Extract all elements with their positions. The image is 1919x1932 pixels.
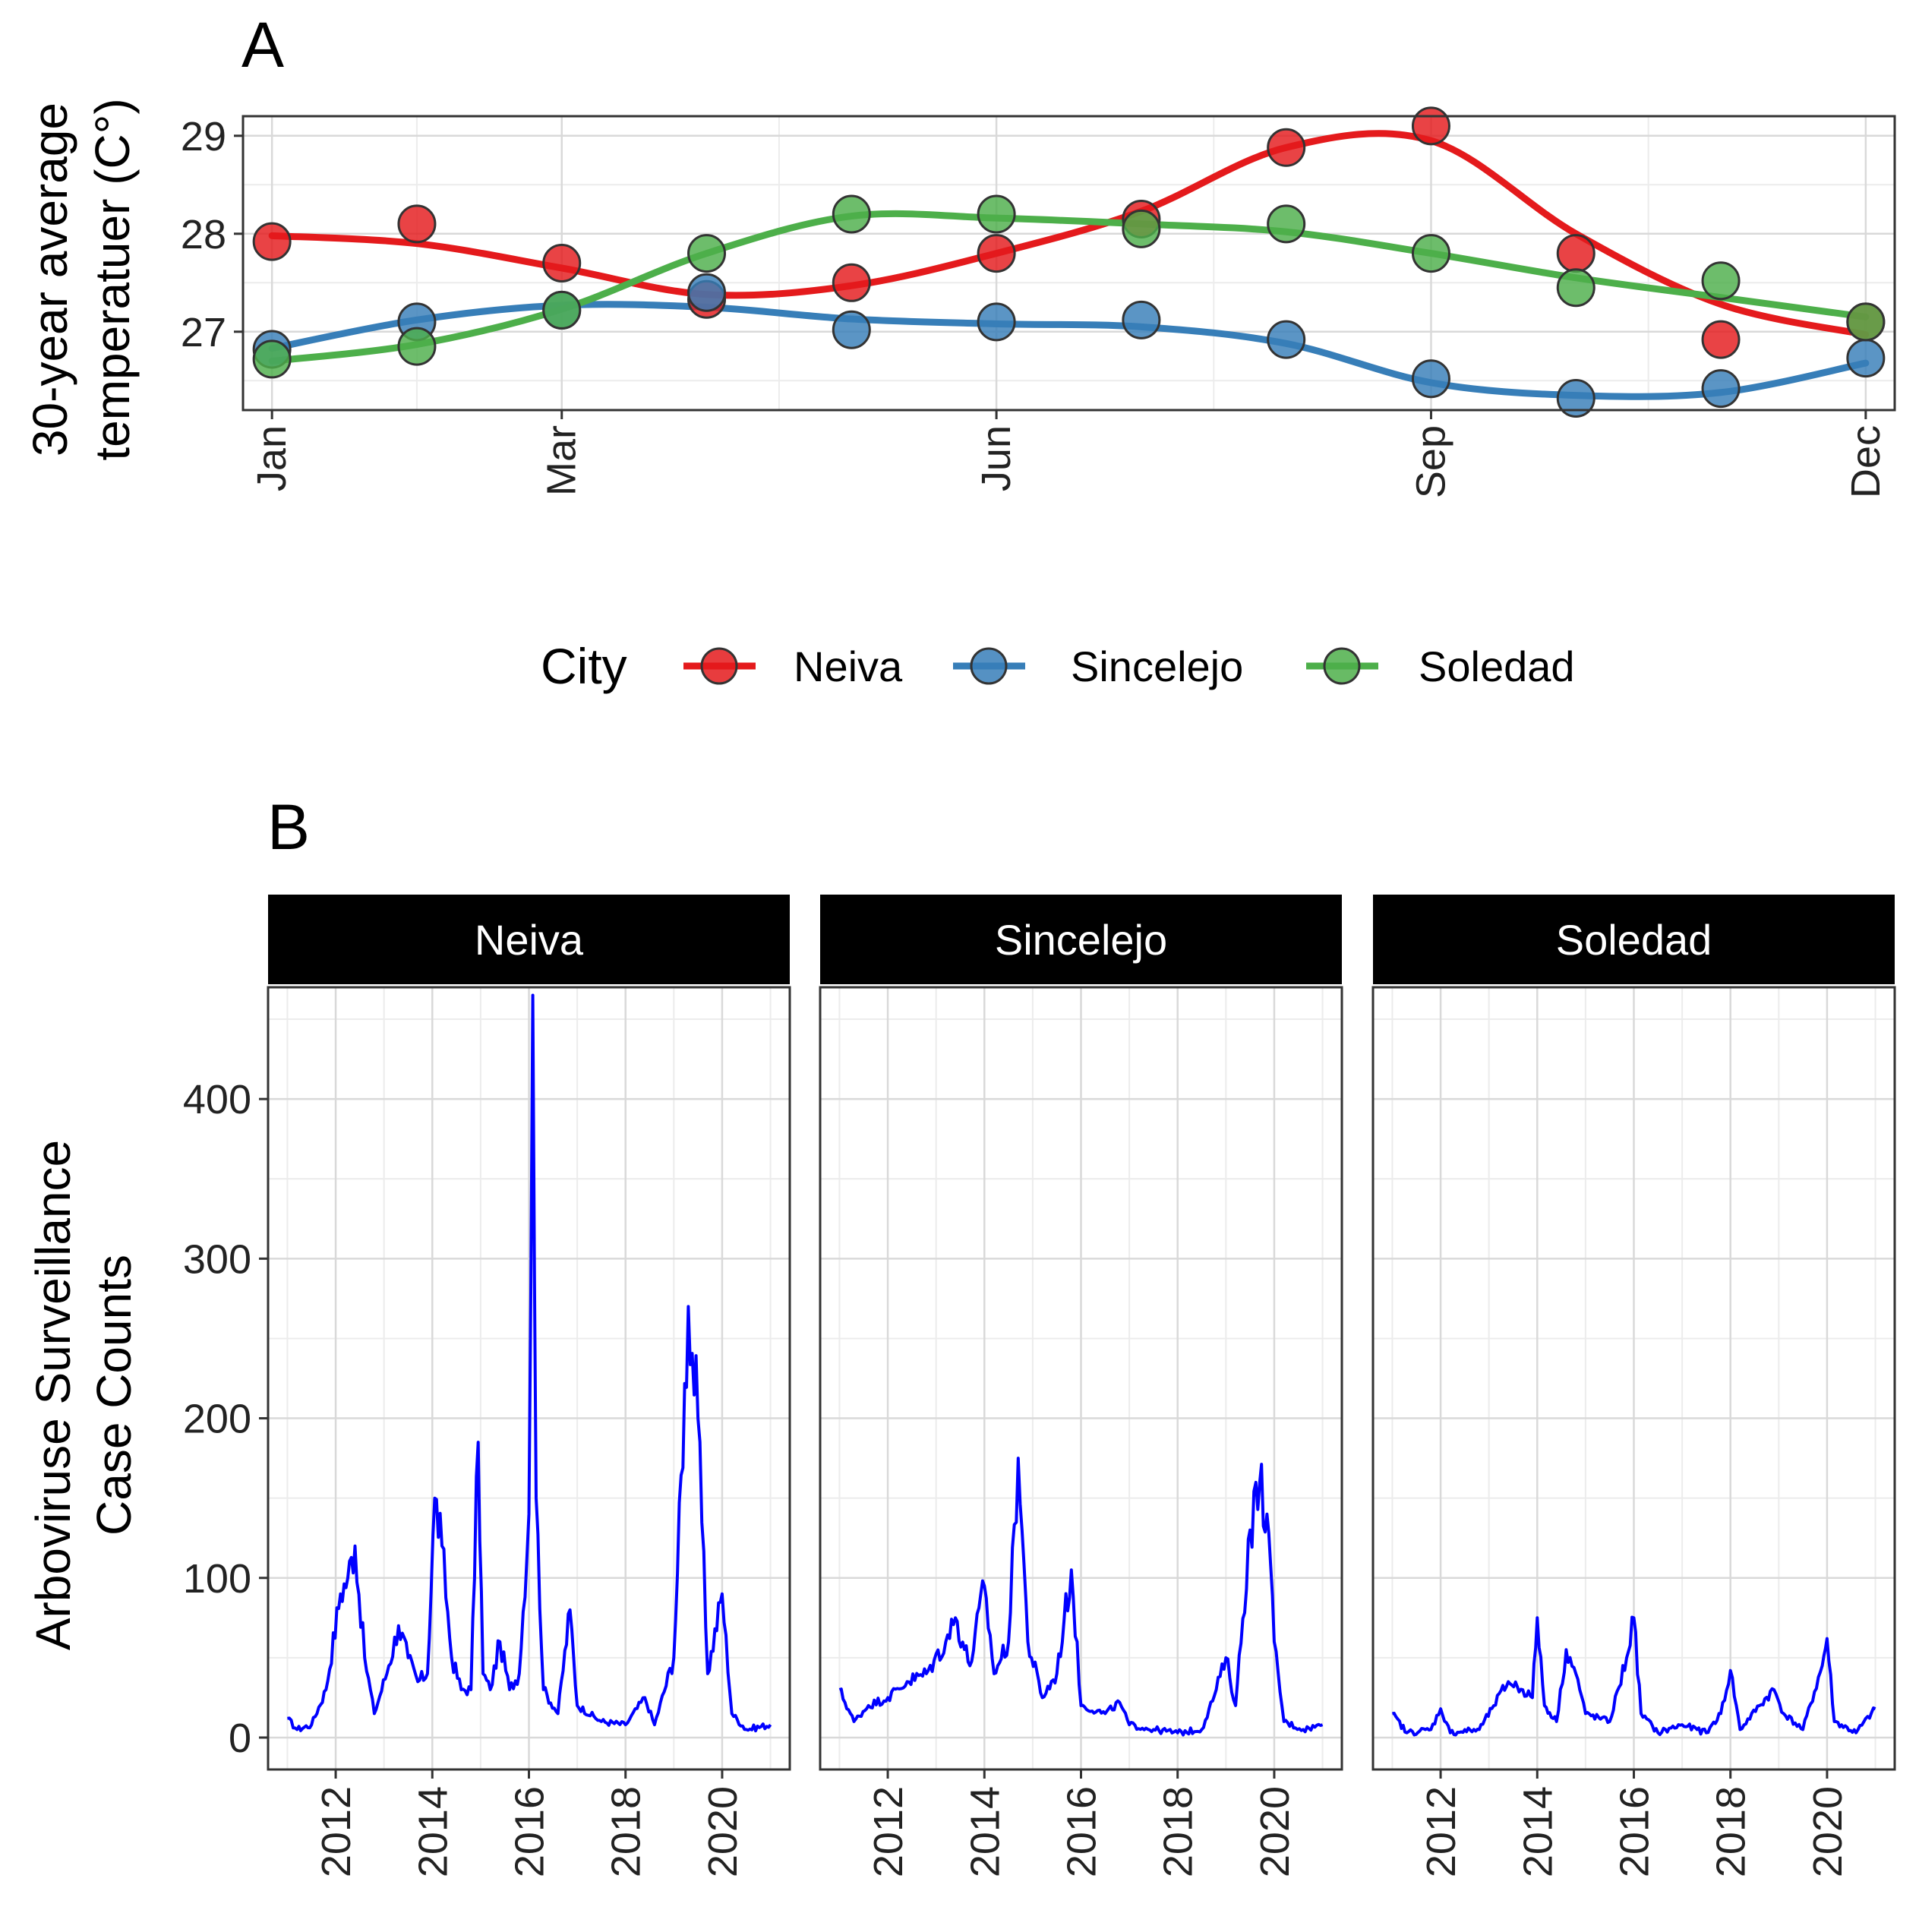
point-neiva-6 (977, 234, 1016, 273)
facet-strip-label-neiva: Neiva (475, 916, 584, 964)
facet-strip-label-soledad: Soledad (1556, 916, 1712, 964)
panel-a-y-ticks: 27 28 29 (181, 114, 243, 355)
case-line-neiva (287, 993, 772, 1733)
facet-xtick-label: 2016 (507, 1786, 553, 1877)
panel-a-ylabel-line1: 30-year average (23, 103, 77, 456)
facet-strip-sincelejo (820, 895, 1342, 984)
facet-xtick-label: 2020 (1252, 1786, 1298, 1877)
panel-a-ylabel-line2: temperatuer (C°) (85, 98, 140, 460)
facet-xtick-label: 2014 (962, 1786, 1008, 1877)
point-neiva-2 (397, 204, 437, 244)
case-line-soledad (1391, 1615, 1876, 1737)
point-soledad-8 (1267, 204, 1306, 244)
panel-b-tag: B (267, 791, 310, 863)
facet-xtick-label: 2016 (1059, 1786, 1105, 1877)
legend-label-soledad: Soledad (1419, 642, 1575, 690)
legend-label-neiva: Neiva (794, 642, 903, 690)
point-soledad-12 (1846, 302, 1886, 342)
point-soledad-4 (687, 234, 727, 273)
panel-b-ytick-label: 200 (183, 1397, 251, 1442)
point-soledad-3 (542, 290, 582, 330)
panel-b-ytick-label: 400 (183, 1077, 251, 1122)
point-soledad-7 (1122, 209, 1161, 248)
facet-xtick-label: 2018 (604, 1786, 649, 1877)
facet-strip-neiva (268, 895, 790, 984)
panel-a: A 30-year average temperatuer (C°) 27282… (23, 9, 1896, 498)
point-neiva-8 (1267, 128, 1306, 167)
legend: City Neiva Sincelejo Soledad (541, 638, 1575, 694)
point-sincelejo-9 (1411, 359, 1450, 399)
legend-key-soledad (1306, 647, 1378, 685)
panel-a-tag: A (241, 9, 284, 80)
point-sincelejo-6 (977, 302, 1016, 342)
panel-a-xtick-label: Jun (974, 425, 1019, 491)
facet-xtick-label: 2014 (410, 1786, 456, 1877)
point-neiva-1 (252, 222, 292, 261)
point-soledad-9 (1411, 234, 1450, 273)
panel-a-points (252, 106, 1886, 418)
facet-strip-soledad (1373, 895, 1895, 984)
point-soledad-2 (397, 327, 437, 366)
point-soledad-11 (1701, 261, 1741, 301)
point-soledad-6 (977, 194, 1016, 234)
point-sincelejo-10 (1556, 379, 1595, 418)
panel-a-xtick-label: Sep (1408, 425, 1453, 498)
panel-a-xtick-label: Mar (539, 425, 585, 496)
facet-xtick-label: 2012 (1419, 1786, 1464, 1877)
legend-key-sincelejo (953, 647, 1025, 685)
panel-b-ylabel-line2: Case Counts (87, 1255, 141, 1536)
point-neiva-3 (542, 244, 582, 283)
panel-b-facets: Neiva 2012 2014 2016 2018 2020 Sincelejo 2012 20… (267, 895, 1896, 1877)
panel-a-xtick-label: Dec (1843, 425, 1889, 498)
facet-strip-label-sincelejo: Sincelejo (995, 916, 1167, 964)
facet-neiva: Neiva 2012 2014 2016 2018 2020 (267, 895, 791, 1877)
facet-xtick-label: 2020 (1805, 1786, 1851, 1877)
facet-xtick-label: 2018 (1156, 1786, 1201, 1877)
facet-xtick-label: 2016 (1612, 1786, 1658, 1877)
point-soledad-10 (1556, 268, 1595, 308)
point-sincelejo-7 (1122, 300, 1161, 339)
point-sincelejo-5 (832, 310, 871, 349)
facet-xtick-label: 2020 (700, 1786, 746, 1877)
point-soledad-1 (252, 339, 292, 379)
panel-b-ytick-label: 0 (229, 1716, 251, 1761)
point-neiva-5 (832, 263, 871, 302)
facet-xtick-label: 2012 (314, 1786, 359, 1877)
legend-label-sincelejo: Sincelejo (1071, 642, 1243, 690)
point-sincelejo-12 (1846, 339, 1886, 378)
case-line-sincelejo (838, 1457, 1324, 1737)
panel-a-background (243, 116, 1895, 410)
panel-a-frame (241, 115, 1896, 412)
point-neiva-10 (1556, 234, 1595, 273)
point-neiva-9 (1411, 106, 1450, 146)
legend-key-neiva (683, 647, 756, 685)
legend-title: City (541, 638, 627, 694)
panel-a-xtick-label: Jan (249, 425, 295, 491)
panel-a-ytick-label: 27 (181, 310, 226, 355)
panel-b-y-ticks: 0 100 200 300 400 (183, 1077, 268, 1761)
point-sincelejo-4 (687, 273, 727, 312)
facet-xtick-label: 2012 (866, 1786, 911, 1877)
panel-b-ytick-label: 300 (183, 1236, 251, 1282)
point-soledad-5 (832, 194, 871, 234)
point-sincelejo-8 (1267, 320, 1306, 359)
panel-a-ytick-label: 28 (181, 212, 226, 257)
panel-a-grid (243, 116, 1895, 410)
point-neiva-11 (1701, 320, 1741, 359)
point-sincelejo-11 (1701, 369, 1741, 409)
facet-soledad: Soledad 2012 2014 2016 2018 2020 (1371, 895, 1896, 1877)
facet-xtick-label: 2018 (1709, 1786, 1754, 1877)
panel-a-ytick-label: 29 (181, 114, 226, 159)
panel-b-ytick-label: 100 (183, 1556, 251, 1602)
facet-xtick-label: 2014 (1515, 1786, 1561, 1877)
panel-b: B Arbovirusе Surveillance Case Counts 0 1… (26, 791, 1896, 1877)
panel-b-ylabel-line1: Arbovirusе Surveillance (26, 1140, 80, 1650)
facet-sincelejo: Sincelejo 2012 2014 2016 2018 2020 (819, 895, 1343, 1877)
panel-a-x-ticks: Jan Mar Jun Sep Dec (249, 410, 1889, 498)
